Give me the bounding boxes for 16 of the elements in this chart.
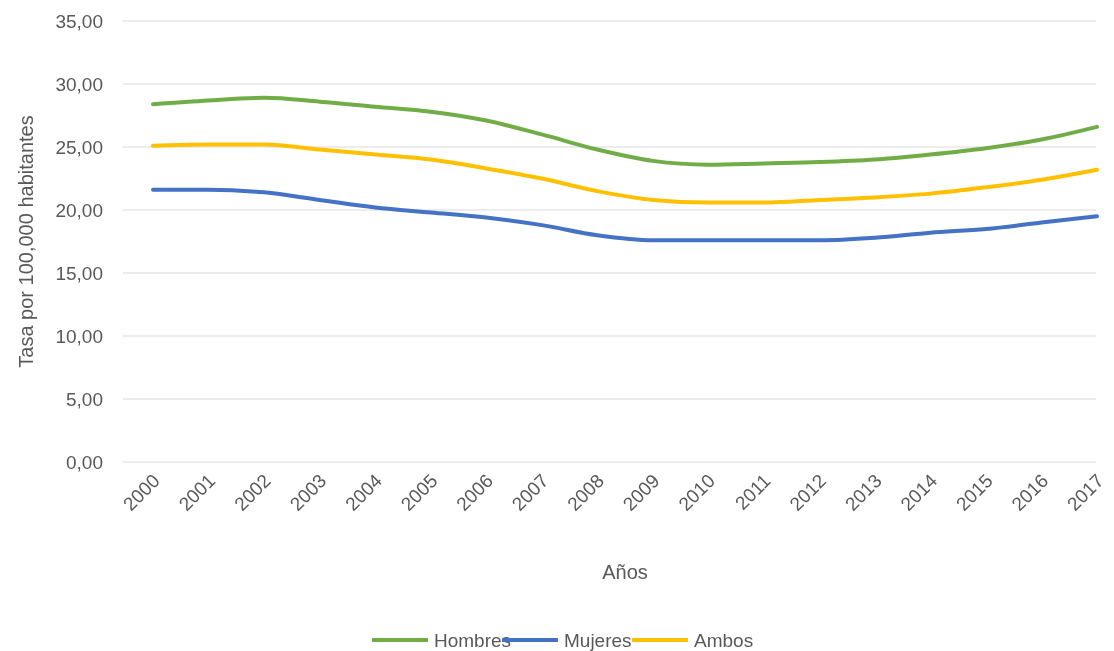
x-axis-title: Años bbox=[602, 561, 648, 583]
y-tick-label: 35,00 bbox=[55, 10, 103, 32]
line-series bbox=[151, 187, 1099, 243]
y-tick-label: 25,00 bbox=[55, 136, 103, 158]
y-tick-label: 5,00 bbox=[66, 388, 103, 410]
y-tick-label: 15,00 bbox=[55, 262, 103, 284]
y-tick-label: 30,00 bbox=[55, 73, 103, 95]
legend-label: Ambos bbox=[694, 629, 754, 651]
y-tick-label: 10,00 bbox=[55, 325, 103, 347]
legend-label: Mujeres bbox=[564, 629, 632, 651]
legend-label: Hombres bbox=[434, 629, 512, 651]
line-series bbox=[151, 95, 1099, 167]
y-tick-label: 0,00 bbox=[66, 451, 103, 473]
line-series bbox=[151, 142, 1099, 205]
y-tick-label: 20,00 bbox=[55, 199, 103, 221]
y-axis-title: Tasa por 100,000 habitantes bbox=[15, 115, 37, 368]
